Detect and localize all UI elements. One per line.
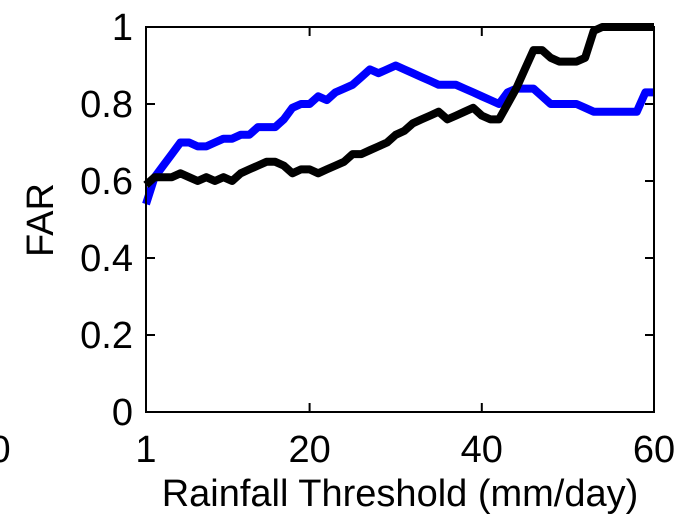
y-tick-label: 0 (112, 392, 133, 434)
series-line-2 (143, 23, 654, 188)
x-tick-label: 1 (135, 429, 156, 471)
axis-ticks: 1 20 40 60 0 0.2 0.4 0.6 0.8 1 (80, 7, 675, 471)
plot-marks (142, 23, 654, 206)
y-tick-label: 0.4 (80, 238, 133, 280)
series-line-1 (142, 61, 654, 206)
x-tick-label: 60 (633, 429, 675, 471)
x-axis-title: Rainfall Threshold (mm/day) (162, 473, 639, 515)
partial-x-tick-label: 0 (0, 429, 11, 471)
plot-frame (145, 26, 655, 413)
y-tick-label: 0.6 (80, 161, 133, 203)
y-tick-label: 0.2 (80, 315, 133, 357)
x-tick-label: 20 (288, 429, 330, 471)
y-axis-title: FAR (20, 183, 62, 257)
y-tick-label: 0.8 (80, 84, 133, 126)
y-tick-label: 1 (112, 7, 133, 49)
x-tick-label: 40 (461, 429, 503, 471)
